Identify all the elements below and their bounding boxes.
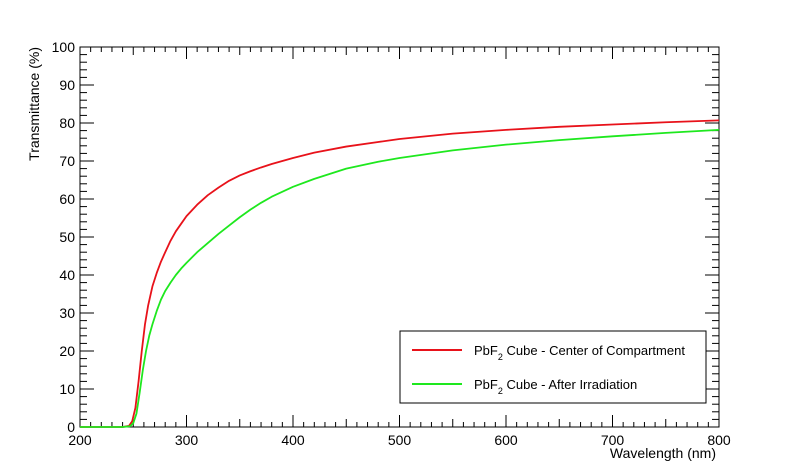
y-tick-label: 50: [59, 229, 75, 245]
legend-label-subscript: 2: [498, 386, 503, 396]
x-tick-label: 200: [68, 432, 92, 448]
x-tick-label: 800: [707, 432, 731, 448]
legend-label-1: PbF2 Cube - Center of Compartment: [474, 343, 685, 362]
tick-labels-layer: 200 300 400 500 600 700 800 0 10 20 30 40 50 60 70 80 90…: [52, 39, 731, 448]
legend-box: [399, 330, 707, 404]
x-tick-label: 700: [601, 432, 625, 448]
x-tick-label: 600: [494, 432, 518, 448]
series-layer: [80, 119, 720, 428]
legend-label-subscript: 2: [498, 352, 503, 362]
y-tick-label: 20: [59, 343, 75, 359]
y-tick-label: 30: [59, 305, 75, 321]
legend-label-rest: Cube - After Irradiation: [503, 377, 637, 392]
x-tick-label: 300: [175, 432, 199, 448]
legend-label-base: PbF: [474, 343, 498, 358]
y-tick-label: 60: [59, 191, 75, 207]
y-tick-label: 80: [59, 115, 75, 131]
series-line-2: [80, 128, 720, 428]
y-tick-label: 100: [52, 39, 76, 55]
x-tick-label: 400: [281, 432, 305, 448]
series-line-1: [80, 119, 720, 428]
y-axis-title: Transmittance (%): [26, 47, 42, 161]
y-tick-label: 10: [59, 381, 75, 397]
y-tick-label: 70: [59, 153, 75, 169]
axis-ticks-layer: [79, 46, 720, 428]
x-axis-title: Wavelength (nm): [610, 445, 716, 461]
x-tick-label: 500: [388, 432, 412, 448]
legend-label-base: PbF: [474, 377, 498, 392]
y-tick-label: 40: [59, 267, 75, 283]
legend-label-2: PbF2 Cube - After Irradiation: [474, 377, 637, 396]
y-tick-label: 90: [59, 77, 75, 93]
legend-label-rest: Cube - Center of Compartment: [503, 343, 685, 358]
y-tick-label: 0: [67, 419, 75, 435]
